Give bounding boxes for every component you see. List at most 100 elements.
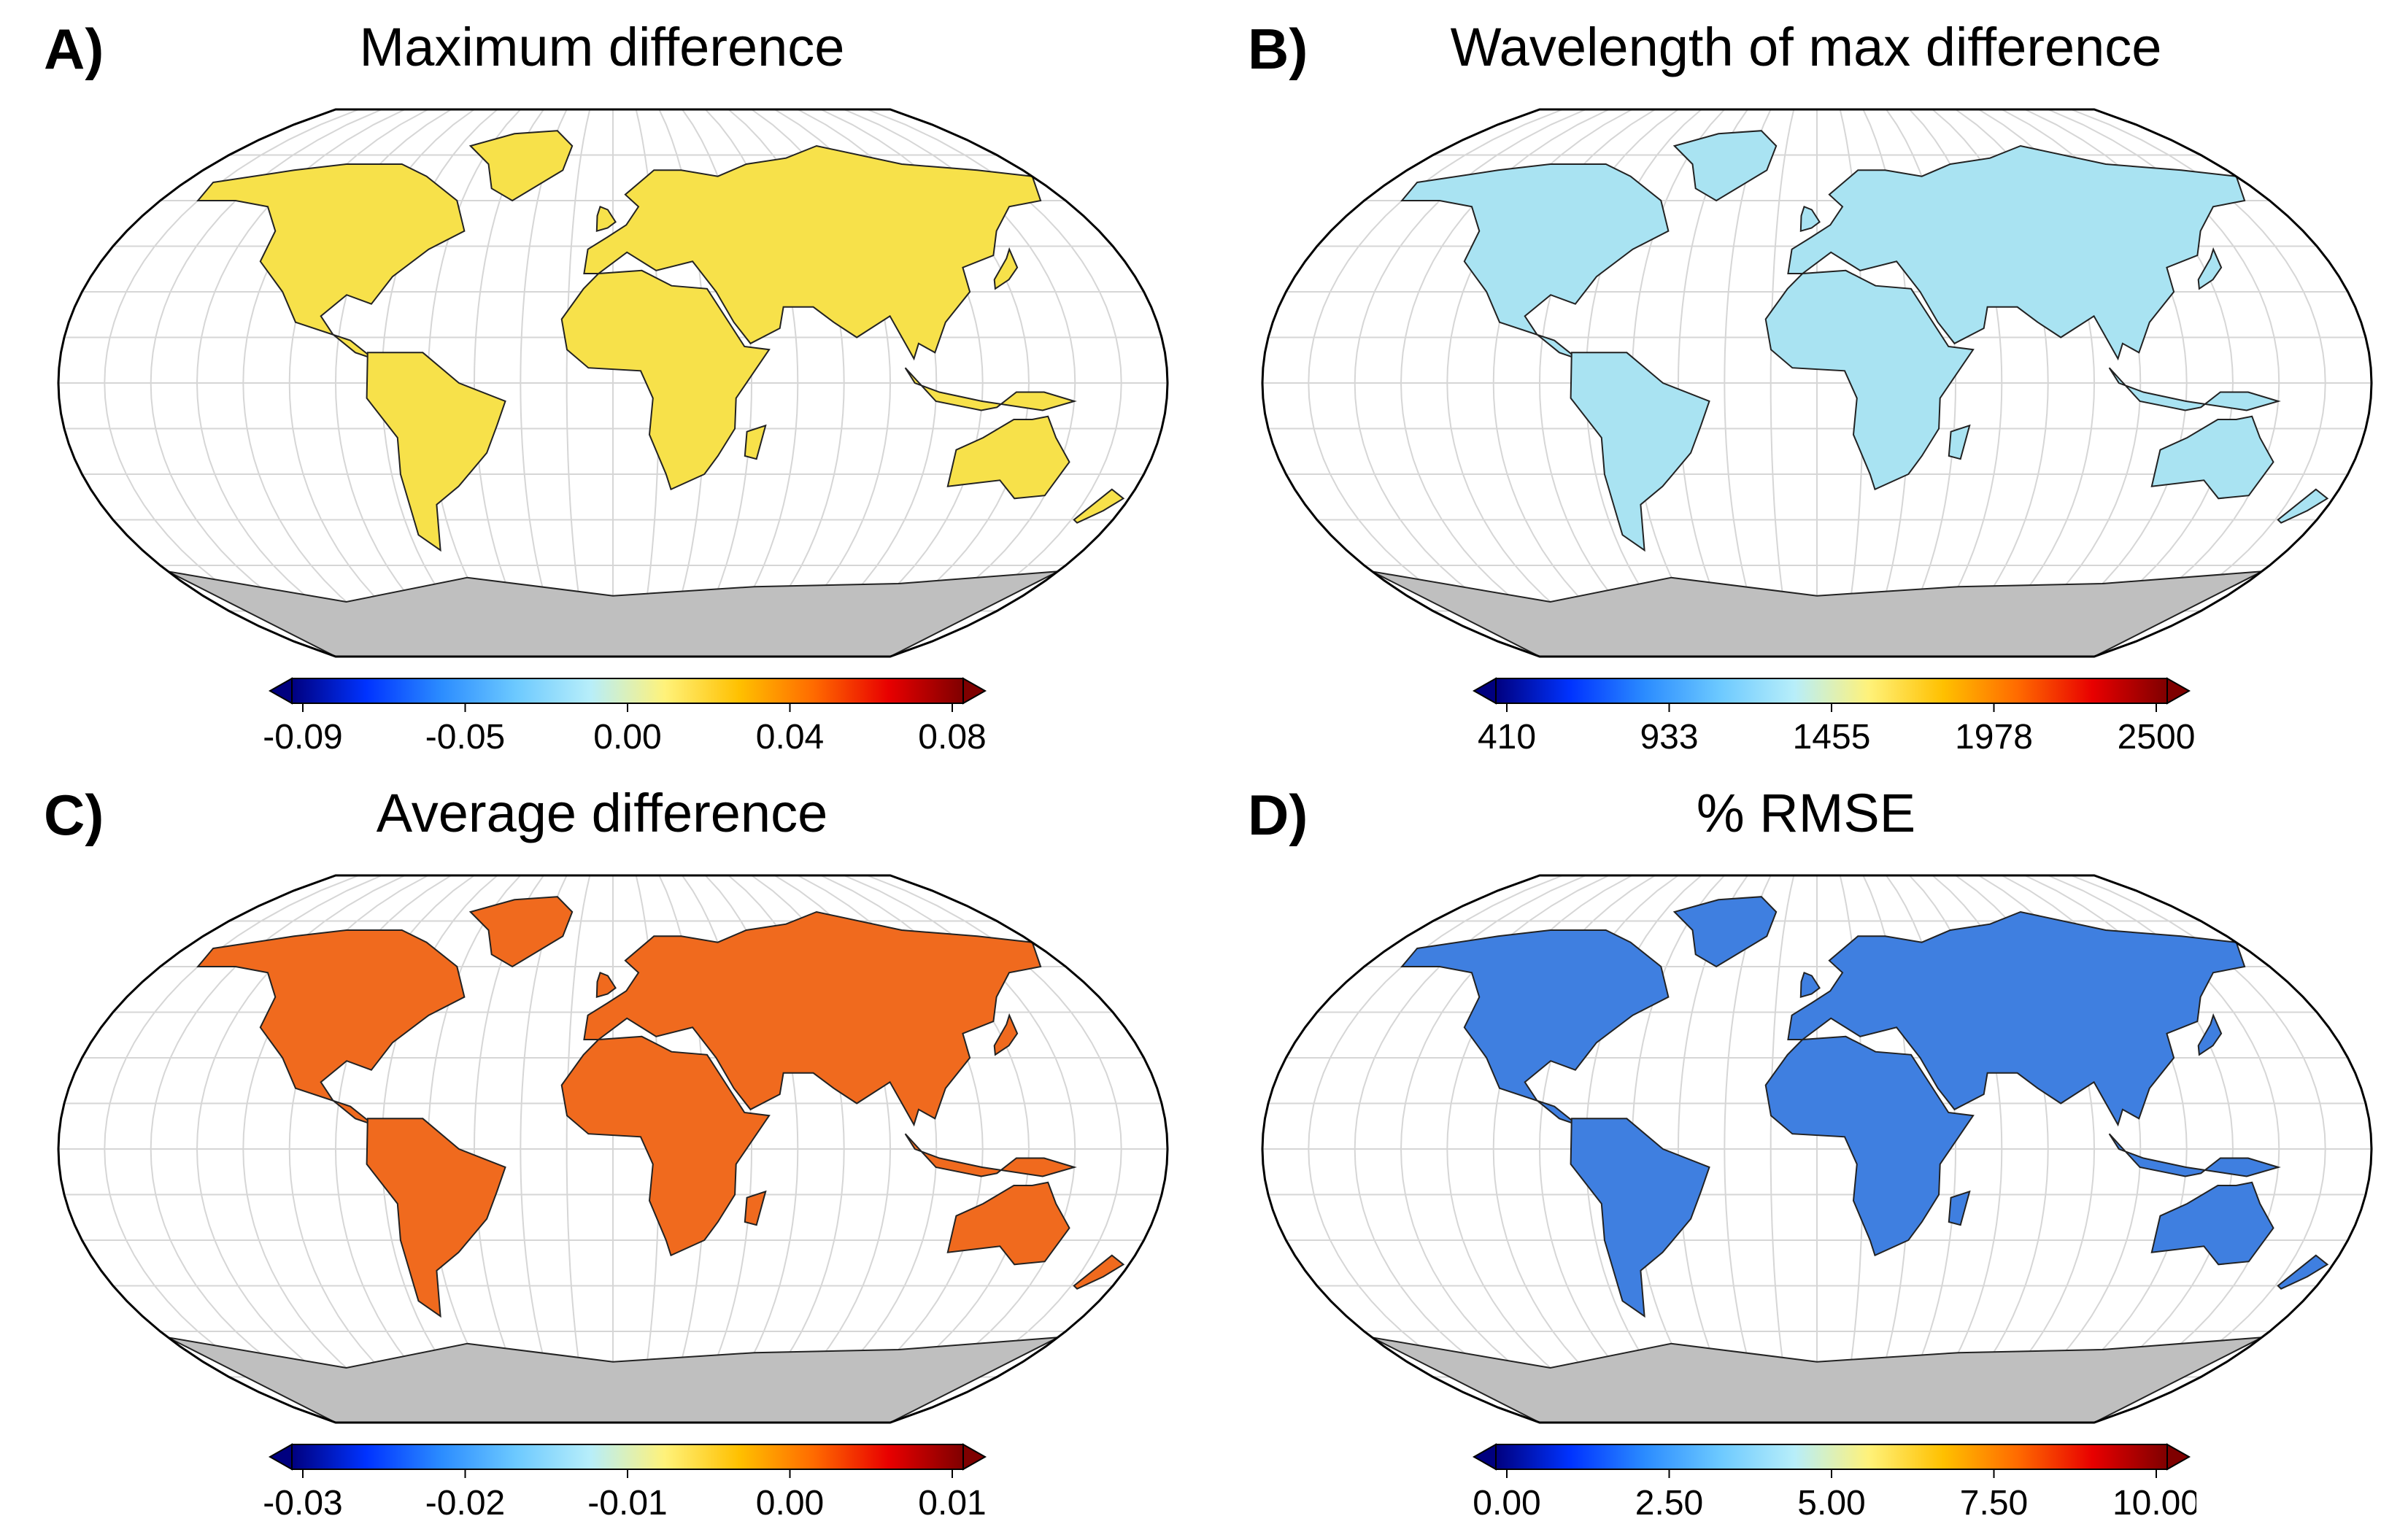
europe-asia-landmass [583, 144, 1042, 361]
indonesia-landmass [2108, 367, 2281, 411]
europe-asia-landmass [583, 910, 1042, 1127]
panel-letter: B) [1248, 17, 1308, 81]
world-map [1261, 108, 2373, 658]
africa-landmass [560, 1035, 771, 1257]
south-america-landmass [366, 1118, 506, 1318]
colorbar-min-arrow [1472, 677, 1497, 705]
japan-landmass [2197, 1013, 2223, 1056]
colorbar-tick-label: 0.00 [593, 718, 661, 757]
map-content [58, 109, 1168, 657]
africa-landmass [560, 269, 771, 491]
colorbar-tick-label: 0.08 [918, 718, 986, 757]
panel-title: Wavelength of max difference [1450, 17, 2162, 77]
colorbar: -0.09 -0.05 0.00 0.04 0.08 [263, 677, 987, 757]
japan-landmass [2197, 247, 2223, 290]
australia-landmass [2150, 1181, 2274, 1266]
colorbar-tick-label: 2.50 [1635, 1484, 1703, 1523]
colorbar-max-arrow [2166, 677, 2191, 705]
panel-title: Maximum difference [359, 17, 845, 77]
japan-landmass [993, 1013, 1019, 1056]
colorbar-max-arrow [962, 677, 987, 705]
panel-title: % RMSE [1696, 783, 1916, 843]
colorbar-gradient [1495, 1444, 2168, 1470]
africa-landmass [1764, 269, 1975, 491]
antarctica-landmass [1371, 570, 2263, 657]
colorbar-tick-label: 0.04 [756, 718, 824, 757]
north-america-landmass [1400, 163, 1670, 360]
colorbar-tick-label: 5.00 [1797, 1484, 1865, 1523]
madagascar-landmass [1948, 1190, 1971, 1226]
panel-letter: C) [44, 783, 104, 847]
colorbar-tick-label: -0.03 [263, 1484, 342, 1523]
north-america-landmass [1400, 929, 1670, 1126]
australia-landmass [2150, 415, 2274, 500]
colorbar-min-arrow [268, 677, 293, 705]
map-frame [57, 874, 1169, 1424]
new-zealand-landmass [2277, 488, 2329, 524]
colorbar-tick-label: -0.09 [263, 718, 342, 757]
greenland-landmass [468, 130, 574, 202]
colorbar-tick-label: 1978 [1955, 718, 2033, 757]
indonesia-landmass [904, 367, 1077, 411]
map-frame [1261, 874, 2373, 1424]
africa-landmass [1764, 1035, 1975, 1257]
panel-letter: A) [44, 17, 104, 81]
australia-landmass [946, 415, 1070, 500]
world-map [57, 874, 1169, 1424]
uk-landmass [1799, 205, 1821, 233]
new-zealand-landmass [1073, 1254, 1125, 1290]
colorbar-tick-label: 0.00 [1473, 1484, 1540, 1523]
australia-landmass [946, 1181, 1070, 1266]
madagascar-landmass [744, 424, 767, 460]
world-map [57, 108, 1169, 658]
japan-landmass [993, 247, 1019, 290]
map-frame [57, 108, 1169, 658]
antarctica-landmass [167, 1336, 1059, 1423]
colorbar-min-arrow [268, 1443, 293, 1471]
greenland-landmass [1672, 896, 1778, 968]
colorbar-tick-label: 410 [1478, 718, 1536, 757]
panel-c: C) Average difference -0.03 -0.02 -0.01 0.0… [0, 766, 1204, 1532]
colorbar: -0.03 -0.02 -0.01 0.00 0.01 [263, 1443, 987, 1523]
colorbar-tick-label: -0.05 [425, 718, 505, 757]
colorbar-tick-label: 2500 [2118, 718, 2196, 757]
colorbar-max-arrow [2166, 1443, 2191, 1471]
colorbar-tick-label: 933 [1640, 718, 1698, 757]
colorbar-max-arrow [962, 1443, 987, 1471]
colorbar: 0.00 2.50 5.00 7.50 10.00 [1472, 1443, 2196, 1523]
indonesia-landmass [2108, 1133, 2281, 1177]
antarctica-landmass [1371, 1336, 2263, 1423]
map-content [1262, 109, 2372, 657]
colorbar-tick-label: 10.00 [2112, 1484, 2196, 1523]
north-america-landmass [196, 929, 466, 1126]
new-zealand-landmass [1073, 488, 1125, 524]
uk-landmass [595, 205, 617, 233]
panel-letter: D) [1248, 783, 1308, 847]
south-america-landmass [1570, 352, 1710, 552]
madagascar-landmass [1948, 424, 1971, 460]
map-content [1262, 875, 2372, 1423]
colorbar-tick-label: 1455 [1793, 718, 1871, 757]
map-frame [1261, 108, 2373, 658]
south-america-landmass [366, 352, 506, 552]
colorbar-tick-label: 0.01 [918, 1484, 986, 1523]
uk-landmass [1799, 971, 1821, 999]
europe-asia-landmass [1787, 144, 2246, 361]
greenland-landmass [1672, 130, 1778, 202]
colorbar-tick-label: -0.01 [587, 1484, 667, 1523]
colorbar: 410 933 1455 1978 2500 [1472, 677, 2196, 757]
colorbar-gradient [291, 1444, 964, 1470]
panel-a: A) Maximum difference -0.09 -0.05 0.00 0.04… [0, 0, 1204, 766]
north-america-landmass [196, 163, 466, 360]
colorbar-min-arrow [1472, 1443, 1497, 1471]
colorbar-tick-label: 0.00 [756, 1484, 824, 1523]
uk-landmass [595, 971, 617, 999]
panel-b: B) Wavelength of max difference 410 933 14… [1204, 0, 2408, 766]
colorbar-gradient [291, 678, 964, 704]
world-map [1261, 874, 2373, 1424]
antarctica-landmass [167, 570, 1059, 657]
greenland-landmass [468, 896, 574, 968]
indonesia-landmass [904, 1133, 1077, 1177]
europe-asia-landmass [1787, 910, 2246, 1127]
madagascar-landmass [744, 1190, 767, 1226]
